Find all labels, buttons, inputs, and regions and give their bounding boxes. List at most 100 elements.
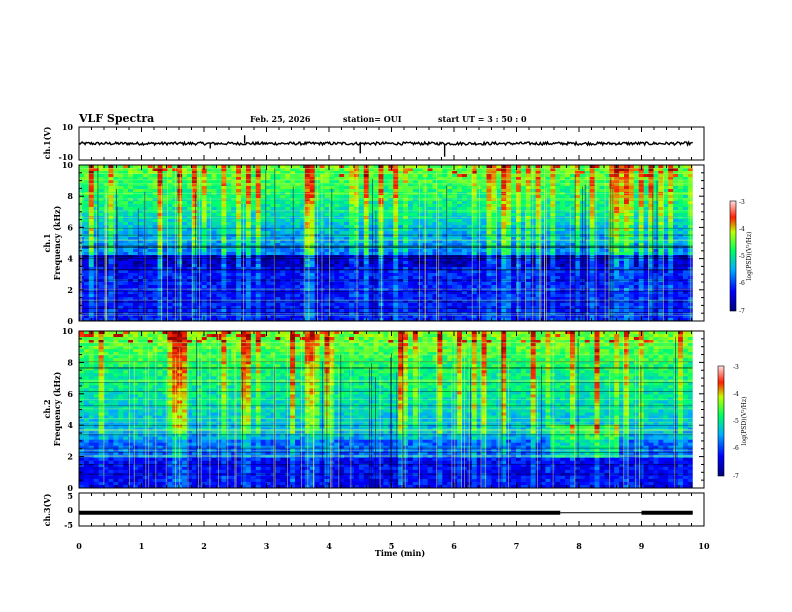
spectrogram-cell: [481, 276, 487, 280]
spectrogram-cell: [265, 186, 271, 190]
spectrogram-cell: [113, 219, 119, 223]
spectrogram-cell: [515, 252, 522, 256]
spectrogram-cell: [545, 168, 551, 172]
spectrogram-cell: [452, 207, 458, 211]
spectrogram-cell: [167, 258, 173, 262]
spectrogram-cell: [594, 273, 600, 277]
spectrogram-cell: [177, 243, 183, 247]
spectrogram-cell: [358, 276, 365, 280]
spectrogram-cell: [461, 273, 468, 277]
spectrogram-cell: [304, 219, 311, 223]
spectrogram-cell: [93, 222, 99, 226]
spectrogram-cell: [570, 165, 576, 169]
spectrogram-cell: [191, 261, 198, 265]
spectrogram-cell: [653, 252, 659, 256]
spectrogram-cell: [167, 171, 173, 175]
spectrogram-cell: [682, 273, 689, 277]
spectrogram-cell: [403, 210, 409, 214]
spectrogram-cell: [604, 219, 610, 223]
spectrogram-cell: [187, 177, 193, 181]
spectrogram-cell: [393, 264, 399, 268]
spectrogram-cell: [540, 165, 546, 169]
spectrogram-cell: [403, 183, 409, 187]
spectrogram-cell: [280, 171, 286, 175]
spectrogram-cell: [609, 249, 615, 253]
spectrogram-cell: [368, 222, 374, 226]
spectrogram-cell: [422, 174, 428, 178]
spectrogram-cell: [113, 273, 119, 277]
spectrogram-cell: [113, 276, 119, 280]
spectrogram-cell: [221, 270, 227, 274]
spectrogram-cell: [594, 165, 600, 169]
spectrogram-cell: [177, 267, 183, 271]
spectrogram-cell: [663, 228, 669, 232]
spectrogram-cell: [515, 282, 522, 286]
spectrogram-cell: [427, 225, 433, 229]
spectrogram-cell: [481, 273, 487, 277]
spectrogram-cell: [162, 228, 168, 232]
spectrogram-cell: [137, 267, 144, 271]
spectrogram-cell: [373, 171, 379, 175]
spectrogram-cell: [466, 249, 473, 253]
spectrogram-cell: [152, 222, 158, 226]
spectrogram-cell: [432, 198, 438, 202]
spectrogram-cell: [172, 174, 178, 178]
spectrogram-cell: [324, 273, 330, 277]
spectrogram-cell: [515, 228, 522, 232]
spectrogram-cell: [393, 270, 399, 274]
spectrogram-cell: [432, 174, 438, 178]
spectrogram-cell: [113, 174, 119, 178]
spectrogram-cell: [216, 225, 222, 229]
spectrogram-cell: [388, 165, 394, 169]
spectrogram-cell: [393, 198, 399, 202]
spectrogram-cell: [182, 261, 188, 265]
spectrogram-cell: [182, 273, 188, 277]
spectrogram-cell: [535, 228, 541, 232]
spectrogram-cell: [98, 195, 104, 199]
spectrogram-cell: [118, 225, 124, 229]
spectrogram-cell: [452, 174, 458, 178]
spectrogram-cell: [260, 270, 266, 274]
spectrogram-cell: [437, 279, 443, 283]
spectrogram-cell: [535, 282, 541, 286]
spectrogram-cell: [98, 168, 104, 172]
spectrogram-cell: [555, 267, 561, 271]
spectrogram-cell: [668, 189, 674, 193]
spectrogram-cell: [260, 177, 266, 181]
spectrogram-cell: [457, 279, 463, 283]
spectrogram-cell: [461, 171, 468, 175]
spectrogram-cell: [226, 243, 232, 247]
spectrogram-cell: [118, 213, 124, 217]
spectrogram-cell: [83, 243, 90, 247]
spectrogram-cell: [88, 240, 95, 244]
spectrogram-cell: [231, 171, 237, 175]
spectrogram-cell: [167, 225, 173, 229]
spectrogram-cell: [422, 165, 428, 169]
spectrogram-cell: [358, 261, 365, 265]
spectrogram-cell: [452, 186, 458, 190]
spectrogram-cell: [260, 267, 266, 271]
spectrogram-cell: [628, 174, 635, 178]
spectrogram-cell: [245, 189, 252, 193]
spectrogram-cell: [481, 186, 487, 190]
spectrogram-cell: [152, 252, 158, 256]
spectrogram-cell: [353, 261, 360, 265]
spectrogram-cell: [349, 168, 355, 172]
spectrogram-cell: [260, 273, 266, 277]
spectrogram-cell: [152, 177, 158, 181]
spectrogram-cell: [142, 201, 149, 205]
spectrogram-cell: [525, 243, 532, 247]
spectrogram-cell: [260, 240, 266, 244]
spectrogram-cell: [609, 168, 615, 172]
spectrogram-cell: [245, 198, 252, 202]
spectrogram-cell: [653, 219, 659, 223]
spectrogram-cell: [604, 237, 610, 241]
spectrogram-cell: [113, 231, 119, 235]
spectrogram-cell: [201, 279, 207, 283]
spectrogram-cell: [393, 186, 399, 190]
spectrogram-cell: [393, 207, 399, 211]
spectrogram-cell: [137, 243, 144, 247]
spectrogram-cell: [245, 171, 252, 175]
spectrogram-cell: [682, 213, 689, 217]
spectrogram-cell: [570, 270, 576, 274]
